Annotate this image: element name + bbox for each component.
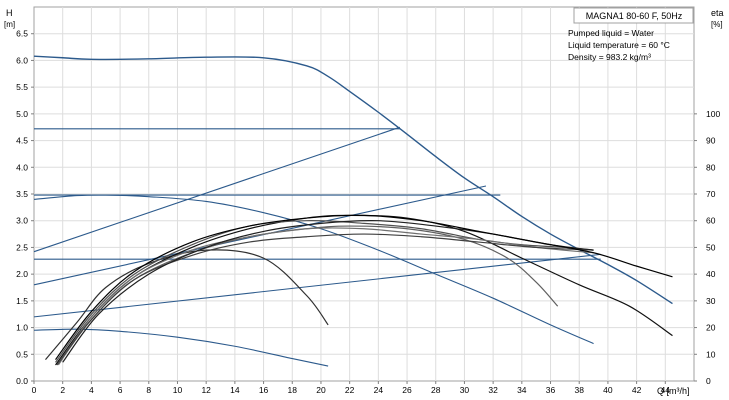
y-left-unit: [m] (4, 20, 15, 29)
y-left-tick-label: 6.0 (16, 55, 28, 65)
x-tick-label: 6 (118, 385, 123, 395)
x-tick-label: 10 (173, 385, 183, 395)
y-left-tick-label: 3.5 (16, 189, 28, 199)
x-tick-labels: 0 2 4 6 8 10 12 14 16 18 20 22 24 26 28 30 32 34 36 38 40 42 4… (32, 381, 671, 395)
x-tick-label: 4 (89, 385, 94, 395)
x-tick-label: 18 (288, 385, 298, 395)
y-right-tick-label: 60 (706, 216, 716, 226)
y-right-tick-label: 80 (706, 162, 716, 172)
system-line (33, 253, 601, 318)
y-left-label: H (6, 8, 13, 18)
y-left-tick-label: 3.0 (16, 216, 28, 226)
x-tick-label: 34 (517, 385, 527, 395)
y-right-unit: [%] (711, 20, 723, 29)
annotation-pumped-liquid: Pumped liquid = Water (568, 28, 654, 38)
y-right-tick-label: 100 (706, 109, 720, 119)
efficiency-curve (57, 227, 594, 366)
y-left-tick-label: 0.0 (16, 376, 28, 386)
x-tick-label: 24 (374, 385, 384, 395)
x-axis-label: Q [m³/h] (657, 386, 690, 396)
y-right-tick-label: 50 (706, 242, 716, 252)
y-right-tick-label: 90 (706, 136, 716, 146)
efficiency-curve (55, 214, 673, 360)
x-tick-label: 12 (201, 385, 211, 395)
y-left-tick-label: 4.0 (16, 162, 28, 172)
annotation-density: Density = 983.2 kg/m³ (568, 52, 651, 62)
grid (34, 7, 694, 381)
efficiency-curve (55, 220, 594, 363)
y-left-tick-label: 1.0 (16, 323, 28, 333)
y-left-tick-label: 1.5 (16, 296, 28, 306)
x-tick-label: 20 (316, 385, 326, 395)
y-right-tick-label: 30 (706, 296, 716, 306)
x-tick-label: 0 (32, 385, 37, 395)
y-left-tick-label: 6.5 (16, 29, 28, 39)
y-left-tick-label: 5.0 (16, 109, 28, 119)
y-left-tick-labels: 0.0 0.5 1.0 1.5 2.0 2.5 3.0 3.5 4.0 4.5 5.0 5.5 6.0 6… (16, 29, 34, 386)
x-tick-label: 38 (574, 385, 584, 395)
y-right-tick-label: 20 (706, 323, 716, 333)
y-left-tick-label: 0.5 (16, 349, 28, 359)
title-box (573, 7, 694, 24)
y-right-tick-label: 70 (706, 189, 716, 199)
x-tick-label: 30 (460, 385, 470, 395)
x-tick-label: 36 (546, 385, 556, 395)
y-right-label: eta (711, 8, 724, 18)
y-right-tick-label: 0 (706, 376, 711, 386)
annotation-liquid-temperature: Liquid temperature = 60 °C (568, 40, 670, 50)
efficiency-curves (45, 214, 673, 366)
y-right-tick-label: 40 (706, 269, 716, 279)
y-left-tick-label: 2.5 (16, 242, 28, 252)
x-tick-label: 22 (345, 385, 355, 395)
y-right-tick-label: 10 (706, 349, 716, 359)
x-tick-label: 26 (402, 385, 412, 395)
y-right-tick-labels: 0 10 20 30 40 50 60 70 80 90 100 (694, 109, 720, 386)
y-left-tick-label: 4.5 (16, 136, 28, 146)
x-tick-label: 14 (230, 385, 240, 395)
x-tick-label: 40 (603, 385, 613, 395)
efficiency-curve (45, 249, 329, 361)
x-tick-label: 42 (632, 385, 642, 395)
x-tick-label: 44 (661, 385, 671, 395)
system-line (33, 126, 401, 253)
x-tick-label: 16 (259, 385, 269, 395)
y-left-tick-label: 2.0 (16, 269, 28, 279)
x-tick-label: 32 (488, 385, 498, 395)
chart-title: MAGNA1 80-60 F, 50Hz (586, 11, 683, 21)
y-left-tick-label: 5.5 (16, 82, 28, 92)
x-tick-label: 2 (60, 385, 65, 395)
x-tick-label: 28 (431, 385, 441, 395)
x-tick-label: 8 (146, 385, 151, 395)
efficiency-curve (56, 233, 594, 366)
